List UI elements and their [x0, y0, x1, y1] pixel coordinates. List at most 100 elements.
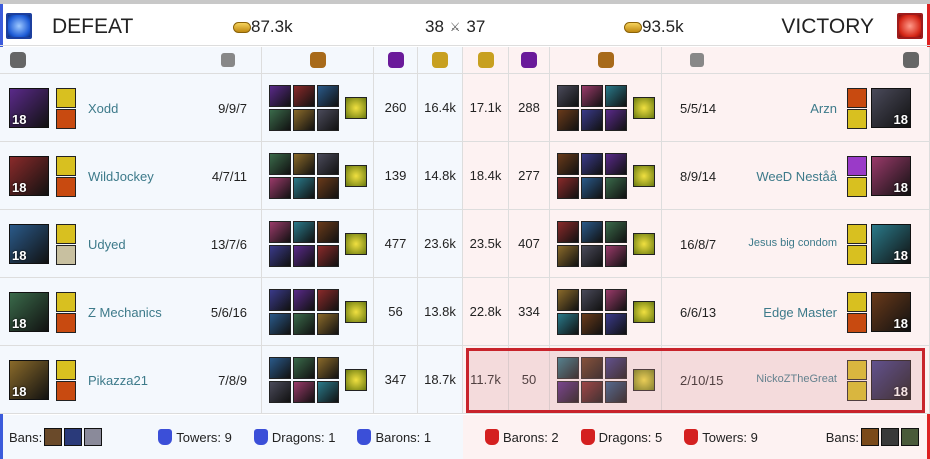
player-name[interactable]: Pikazza21 [88, 373, 148, 388]
flash-spell-icon[interactable] [56, 292, 76, 312]
item-icon[interactable] [604, 108, 627, 131]
item-icon[interactable] [556, 84, 579, 107]
item-icon[interactable] [268, 356, 291, 379]
item-icon[interactable] [268, 84, 291, 107]
item-icon[interactable] [316, 152, 339, 175]
item-icon[interactable] [292, 220, 315, 243]
champion-portrait-icon[interactable]: 18 [9, 224, 49, 264]
item-icon[interactable] [580, 288, 603, 311]
item-icon[interactable] [580, 176, 603, 199]
item-icon[interactable] [292, 244, 315, 267]
item-icon[interactable] [316, 220, 339, 243]
champion-portrait-icon[interactable]: 18 [9, 156, 49, 196]
player-name[interactable]: NickoZTheGreat [756, 373, 837, 385]
item-icon[interactable] [556, 220, 579, 243]
champion-portrait-icon[interactable]: 18 [9, 88, 49, 128]
item-icon[interactable] [268, 220, 291, 243]
champion-portrait-icon[interactable]: 18 [871, 224, 911, 264]
trinket-icon[interactable] [344, 300, 367, 323]
player-name[interactable]: Z Mechanics [88, 305, 162, 320]
item-icon[interactable] [316, 288, 339, 311]
item-icon[interactable] [316, 380, 339, 403]
trinket-icon[interactable] [344, 232, 367, 255]
item-icon[interactable] [292, 288, 315, 311]
item-icon[interactable] [292, 380, 315, 403]
summoner-spell-icon[interactable] [56, 109, 76, 129]
item-icon[interactable] [556, 288, 579, 311]
item-icon[interactable] [292, 356, 315, 379]
summoner-spell-icon[interactable] [847, 224, 867, 244]
item-icon[interactable] [556, 152, 579, 175]
item-icon[interactable] [316, 244, 339, 267]
item-icon[interactable] [556, 108, 579, 131]
player-name[interactable]: WildJockey [88, 169, 154, 184]
champion-portrait-icon[interactable]: 18 [871, 156, 911, 196]
player-name[interactable]: Jesus big condom [748, 237, 837, 249]
item-icon[interactable] [556, 244, 579, 267]
summoner-spell-icon[interactable] [847, 292, 867, 312]
item-icon[interactable] [292, 176, 315, 199]
trinket-icon[interactable] [632, 96, 655, 119]
summoner-spell-icon[interactable] [56, 313, 76, 333]
item-icon[interactable] [604, 152, 627, 175]
item-icon[interactable] [292, 108, 315, 131]
item-icon[interactable] [316, 356, 339, 379]
item-icon[interactable] [604, 244, 627, 267]
trinket-icon[interactable] [344, 96, 367, 119]
item-icon[interactable] [604, 356, 627, 379]
item-icon[interactable] [316, 176, 339, 199]
item-icon[interactable] [580, 108, 603, 131]
summoner-spell-icon[interactable] [847, 360, 867, 380]
item-icon[interactable] [292, 84, 315, 107]
player-name[interactable]: Arzn [810, 101, 837, 116]
item-icon[interactable] [268, 288, 291, 311]
trinket-icon[interactable] [632, 368, 655, 391]
flash-spell-icon[interactable] [56, 360, 76, 380]
item-icon[interactable] [580, 380, 603, 403]
item-icon[interactable] [268, 380, 291, 403]
summoner-spell-icon[interactable] [56, 177, 76, 197]
flash-spell-icon[interactable] [56, 224, 76, 244]
summoner-spell-icon[interactable] [847, 88, 867, 108]
item-icon[interactable] [316, 312, 339, 335]
trinket-icon[interactable] [344, 368, 367, 391]
item-icon[interactable] [580, 84, 603, 107]
player-name[interactable]: WeeD Neståå [756, 169, 837, 184]
item-icon[interactable] [580, 356, 603, 379]
item-icon[interactable] [604, 312, 627, 335]
item-icon[interactable] [268, 244, 291, 267]
champion-portrait-icon[interactable]: 18 [871, 292, 911, 332]
summoner-spell-icon[interactable] [847, 177, 867, 197]
player-name[interactable]: Edge Master [763, 305, 837, 320]
flash-spell-icon[interactable] [56, 156, 76, 176]
player-name[interactable]: Xodd [88, 101, 119, 116]
item-icon[interactable] [580, 152, 603, 175]
item-icon[interactable] [604, 84, 627, 107]
item-icon[interactable] [556, 312, 579, 335]
champion-portrait-icon[interactable]: 18 [871, 88, 911, 128]
trinket-icon[interactable] [632, 164, 655, 187]
item-icon[interactable] [604, 176, 627, 199]
item-icon[interactable] [556, 176, 579, 199]
item-icon[interactable] [604, 380, 627, 403]
champion-portrait-icon[interactable]: 18 [871, 360, 911, 400]
item-icon[interactable] [604, 288, 627, 311]
item-icon[interactable] [556, 380, 579, 403]
trinket-icon[interactable] [632, 232, 655, 255]
item-icon[interactable] [580, 220, 603, 243]
item-icon[interactable] [292, 152, 315, 175]
item-icon[interactable] [268, 176, 291, 199]
player-name[interactable]: Udyed [88, 237, 126, 252]
item-icon[interactable] [292, 312, 315, 335]
item-icon[interactable] [556, 356, 579, 379]
summoner-spell-icon[interactable] [847, 156, 867, 176]
item-icon[interactable] [604, 220, 627, 243]
summoner-spell-icon[interactable] [847, 381, 867, 401]
item-icon[interactable] [268, 312, 291, 335]
item-icon[interactable] [580, 312, 603, 335]
summoner-spell-icon[interactable] [56, 245, 76, 265]
item-icon[interactable] [580, 244, 603, 267]
item-icon[interactable] [268, 152, 291, 175]
summoner-spell-icon[interactable] [56, 381, 76, 401]
champion-portrait-icon[interactable]: 18 [9, 360, 49, 400]
